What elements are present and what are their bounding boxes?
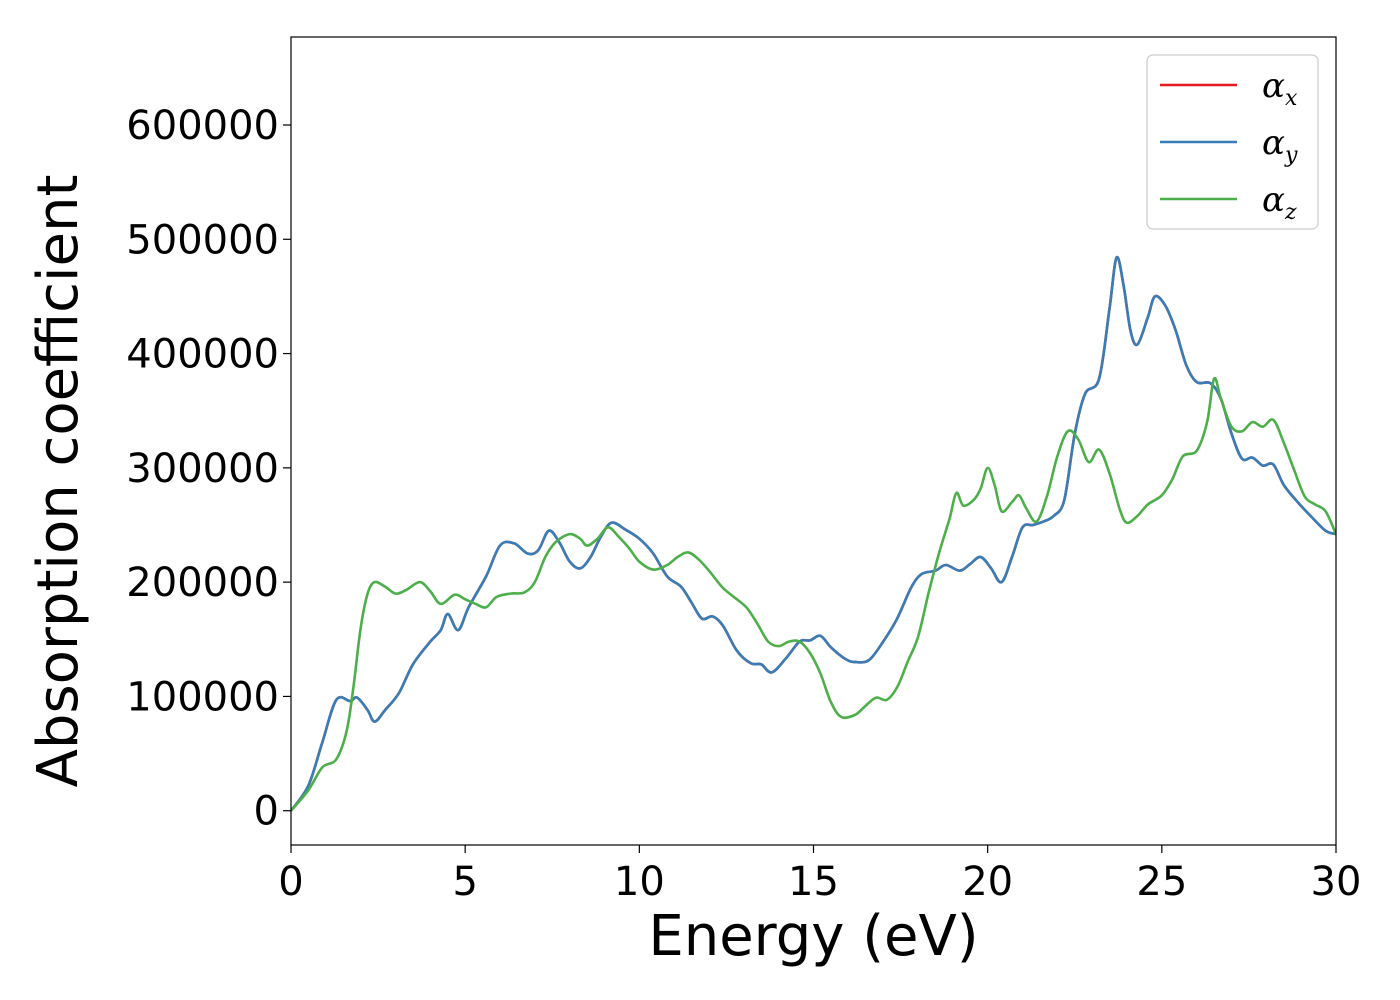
series-layer <box>291 255 1336 812</box>
y-tick-label: 300000 <box>126 446 279 492</box>
legend: αx αy αz <box>1146 54 1319 230</box>
series-line-z <box>291 376 1336 812</box>
y-tick-label: 200000 <box>126 560 279 606</box>
legend-label-y: αy <box>1262 123 1298 168</box>
x-tick-label: 20 <box>962 859 1013 905</box>
legend-label-x: αx <box>1262 66 1298 111</box>
legend-label-z: αz <box>1262 180 1297 225</box>
x-tick-label: 15 <box>788 859 839 905</box>
series-line-y <box>291 255 1336 812</box>
y-tick-label: 600000 <box>126 103 279 149</box>
x-axis-title: Energy (eV) <box>648 904 978 969</box>
x-axis-ticks: 0 5 10 15 20 25 30 <box>278 845 1361 905</box>
y-axis-ticks: 0 100000 200000 300000 400000 500000 600000 <box>126 103 291 835</box>
x-tick-label: 30 <box>1311 859 1362 905</box>
y-tick-label: 500000 <box>126 217 279 263</box>
y-axis-title: Absorption coefficient <box>26 175 91 788</box>
x-tick-label: 0 <box>278 859 303 905</box>
y-tick-label: 100000 <box>126 674 279 720</box>
x-tick-label: 5 <box>452 859 477 905</box>
y-tick-label: 400000 <box>126 332 279 378</box>
y-tick-label: 0 <box>254 789 279 835</box>
x-tick-label: 25 <box>1136 859 1187 905</box>
x-tick-label: 10 <box>614 859 665 905</box>
